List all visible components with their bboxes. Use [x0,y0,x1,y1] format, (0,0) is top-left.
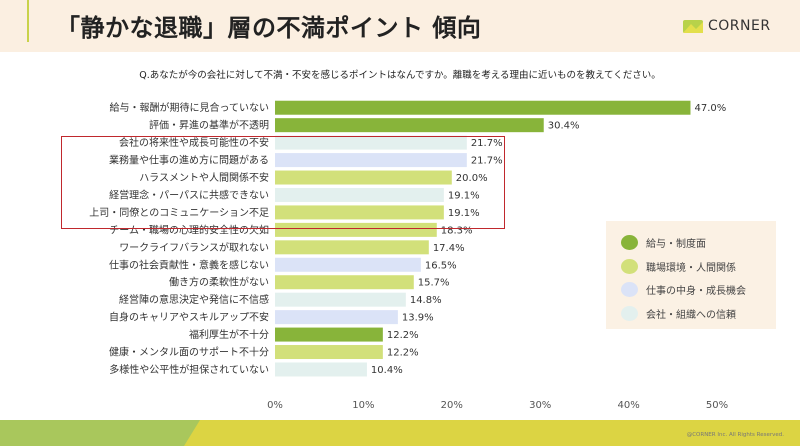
x-tick-label: 20% [441,400,463,411]
x-tick-label: 30% [529,400,551,411]
category-label: 仕事の社会貢献性・意義を感じない [109,258,269,271]
legend-label: 仕事の中身・成長機会 [646,286,746,298]
value-label: 21.7% [471,138,503,149]
logo-icon [683,19,703,33]
legend-item: 給与・制度面 [621,231,776,255]
value-label: 13.9% [402,313,434,324]
category-label: 働き方の柔軟性がない [169,276,269,289]
category-label: 会社の将来性や成長可能性の不安 [119,136,269,149]
bar [275,257,421,272]
legend-swatch [621,305,638,321]
bar [275,275,414,290]
bar [275,135,467,150]
corner-logo: CORNER [683,18,771,34]
bar [275,187,444,202]
bar [275,310,398,325]
category-label: 給与・報酬が期待に見合っていない [110,101,270,114]
bar [275,222,437,237]
legend-swatch [621,258,638,274]
value-label: 12.2% [387,330,419,341]
value-label: 18.3% [441,225,473,236]
value-label: 15.7% [418,278,450,289]
category-label: 上司・同僚とのコミュニケーション不足 [89,206,269,219]
x-tick-label: 40% [617,400,639,411]
accent-line [27,0,29,42]
bar [275,118,544,133]
logo-text: CORNER [708,18,771,34]
category-label: 多様性や公平性が担保されていない [109,363,269,376]
legend: 給与・制度面職場環境・人間関係 仕事の中身・成長機会 会社・組織への信頼 [606,221,776,329]
legend-swatch [621,282,638,298]
bar [275,345,383,360]
category-label: 健康・メンタル面のサポート不十分 [109,346,269,359]
highlight-box [61,136,505,229]
value-label: 17.4% [433,243,465,254]
value-label: 47.0% [694,103,726,114]
category-label: 業務量や仕事の進め方に問題がある [109,154,269,167]
legend-item: 会社・組織への信頼 [621,302,776,326]
value-label: 20.0% [456,173,488,184]
category-label: 自身のキャリアやスキルアップ不安 [109,311,269,324]
value-label: 12.2% [387,348,419,359]
category-label: ワークライフバランスが取れない [119,241,269,254]
bar [275,240,429,255]
value-label: 19.1% [448,190,480,201]
x-tick-label: 50% [706,400,728,411]
category-label: 経営陣の意思決定や発信に不信感 [119,293,269,306]
legend-label: 職場環境・人間関係 [646,262,736,274]
category-label: 経営理念・パーパスに共感できない [109,188,269,201]
legend-item: 職場環境・人間関係 [621,255,776,279]
value-label: 30.4% [548,121,580,132]
header [0,0,800,52]
copyright: @CORNER Inc. All Rights Reserved. [686,432,784,438]
bar [275,327,383,342]
value-label: 14.8% [410,295,442,306]
survey-question: Q.あなたが今の会社に対して不満・不安を感じるポイントはなんですか。離職を考える… [139,70,661,81]
value-label: 21.7% [471,156,503,167]
bar [275,153,467,168]
legend-item: 仕事の中身・成長機会 [621,278,776,302]
category-label: チーム・職場の心理的安全性の欠如 [109,223,269,236]
value-label: 16.5% [425,260,457,271]
bar [275,362,367,377]
footer-green-band [0,420,200,446]
page-title: 「静かな退職」層の不満ポイント 傾向 [56,14,482,42]
legend-swatch [621,235,638,251]
legend-label: 会社・組織への信頼 [646,309,736,321]
bar [275,292,406,307]
x-tick-label: 0% [267,400,283,411]
category-label: 福利厚生が不十分 [189,328,269,341]
bar [275,100,691,115]
bar [275,170,452,185]
value-label: 10.4% [371,365,403,376]
bar-chart: 給与・報酬が期待に見合っていない 47.0% 評価・昇進の基準が不透明 30.4% 会社… [89,100,728,411]
x-tick-label: 10% [352,400,374,411]
legend-label: 給与・制度面 [646,239,706,251]
bar [275,205,444,220]
category-label: 評価・昇進の基準が不透明 [149,119,269,132]
value-label: 19.1% [448,208,480,219]
category-label: ハラスメントや人間関係不安 [139,171,269,184]
